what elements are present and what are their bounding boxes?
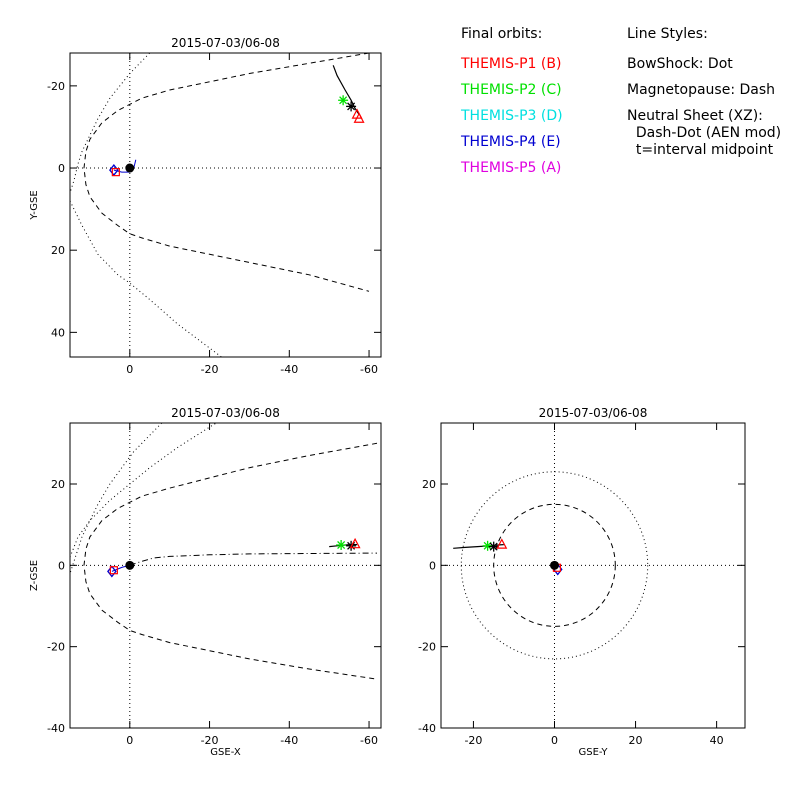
- yz-ytick-label: 0: [429, 559, 436, 572]
- xy-bowshock-lower-curve: [70, 200, 222, 357]
- xy-xtick-label: -60: [360, 363, 378, 376]
- xz-title: 2015-07-03/06-08: [171, 406, 280, 420]
- yz-panel: -20 0 20 40 20 0 -20 -40 2015-07-03/06-08 GSE-Y: [418, 406, 746, 758]
- yz-ytick-label: -20: [418, 641, 436, 654]
- xz-ytick-label: -40: [47, 722, 65, 735]
- yz-magnetopause-circle: [493, 503, 616, 627]
- xy-triangle-marker: [353, 112, 365, 123]
- orbits-legend-title: Final orbits:: [461, 26, 543, 42]
- xy-diamond-marker: [109, 164, 119, 177]
- xy-title: 2015-07-03/06-08: [171, 36, 280, 50]
- xy-ytick-label: 0: [58, 162, 65, 175]
- xz-neutral-sheet-curve: [129, 552, 378, 566]
- xz-triangle-marker: [349, 537, 361, 549]
- style-interval: t=interval midpoint: [627, 142, 774, 158]
- xz-xtick-label: -60: [360, 734, 378, 747]
- xy-ylabel: Y-GSE: [29, 190, 40, 220]
- style-bowshock: BowShock: Dot: [627, 56, 733, 72]
- xz-plot-area: [70, 423, 378, 680]
- yz-xtick-label: 20: [629, 734, 643, 747]
- xy-plot-area: [70, 53, 370, 357]
- xz-panel: 0 -20 -40 -60 20 0 -20 -40 2015-07-03/06-08 GSE-X…: [29, 406, 382, 758]
- xz-circle-marker: [125, 560, 135, 570]
- yz-xlabel: GSE-Y: [579, 747, 609, 758]
- legend-p5: THEMIS-P5 (A): [461, 160, 562, 176]
- xy-ytick-label: 40: [51, 326, 65, 339]
- yz-xtick-label: 40: [710, 734, 724, 747]
- styles-legend-title: Line Styles:: [627, 26, 708, 42]
- xy-asterisk-marker-stroke: [339, 96, 348, 105]
- yz-circle-marker: [549, 560, 559, 570]
- xy-ytick-label: 20: [51, 244, 65, 257]
- style-magnetopause: Magnetopause: Dash: [627, 82, 776, 98]
- legend-p2: THEMIS-P2 (C): [461, 82, 562, 98]
- yz-title: 2015-07-03/06-08: [539, 406, 648, 420]
- xz-asterisk-marker: [336, 540, 347, 550]
- xz-axes-box: [69, 422, 382, 729]
- yz-bowshock-circle: [460, 471, 649, 660]
- xy-ytick-label: -20: [47, 80, 65, 93]
- xz-xtick-label: -20: [201, 734, 219, 747]
- xz-asterisk-marker-stroke: [337, 541, 346, 549]
- legend-p4: THEMIS-P4 (E): [461, 134, 561, 150]
- xz-bowshock-curve: [70, 423, 163, 574]
- xy-axes-box: [69, 52, 382, 358]
- xy-magnetopause-curve: [83, 53, 370, 292]
- yz-asterisk-marker-stroke: [489, 542, 498, 551]
- style-dash-dot: Dash-Dot (AEN mod): [627, 125, 782, 141]
- legend-p1: THEMIS-P1 (B): [461, 56, 562, 72]
- yz-xtick-label: -20: [464, 734, 482, 747]
- xz-ylabel: Z-GSE: [29, 560, 40, 591]
- xy-orbit-track: [332, 65, 360, 115]
- style-neutral-sheet: Neutral Sheet (XZ):: [627, 108, 763, 124]
- xy-xtick-label: 0: [126, 363, 133, 376]
- legend-p3: THEMIS-P3 (D): [461, 108, 563, 124]
- xz-bowshock-lower-curve: [70, 423, 218, 558]
- yz-triangle-marker: [496, 538, 508, 549]
- yz-xtick-label: 0: [551, 734, 558, 747]
- xy-bowshock-curve: [70, 53, 151, 193]
- yz-ytick-label: -40: [418, 722, 436, 735]
- xz-ytick-label: -20: [47, 641, 65, 654]
- xy-xtick-label: -40: [280, 363, 298, 376]
- yz-ytick-label: 20: [422, 478, 436, 491]
- xy-panel: 0 -20 -40 -60 -20 0 20 40 2015-07-03/06-08 Y-GSE: [29, 36, 382, 376]
- xy-asterisk-marker: [346, 101, 357, 112]
- xy-xtick-label: -20: [201, 363, 219, 376]
- xy-asterisk-marker: [338, 95, 349, 106]
- xz-diamond-marker: [107, 565, 117, 578]
- xy-square-marker: [111, 168, 120, 177]
- yz-asterisk-marker: [488, 541, 499, 552]
- xz-magnetopause-curve: [83, 442, 378, 680]
- xz-xtick-label: -40: [280, 734, 298, 747]
- xz-square-marker: [109, 566, 118, 575]
- xz-xlabel: GSE-X: [210, 747, 241, 758]
- xz-ytick-label: 0: [58, 559, 65, 572]
- xy-asterisk-marker-stroke: [347, 102, 356, 111]
- xz-xtick-label: 0: [126, 734, 133, 747]
- yz-axes-box: [440, 422, 746, 729]
- xz-ytick-label: 20: [51, 478, 65, 491]
- yz-plot-area: [453, 471, 649, 660]
- xy-circle-marker: [125, 163, 135, 173]
